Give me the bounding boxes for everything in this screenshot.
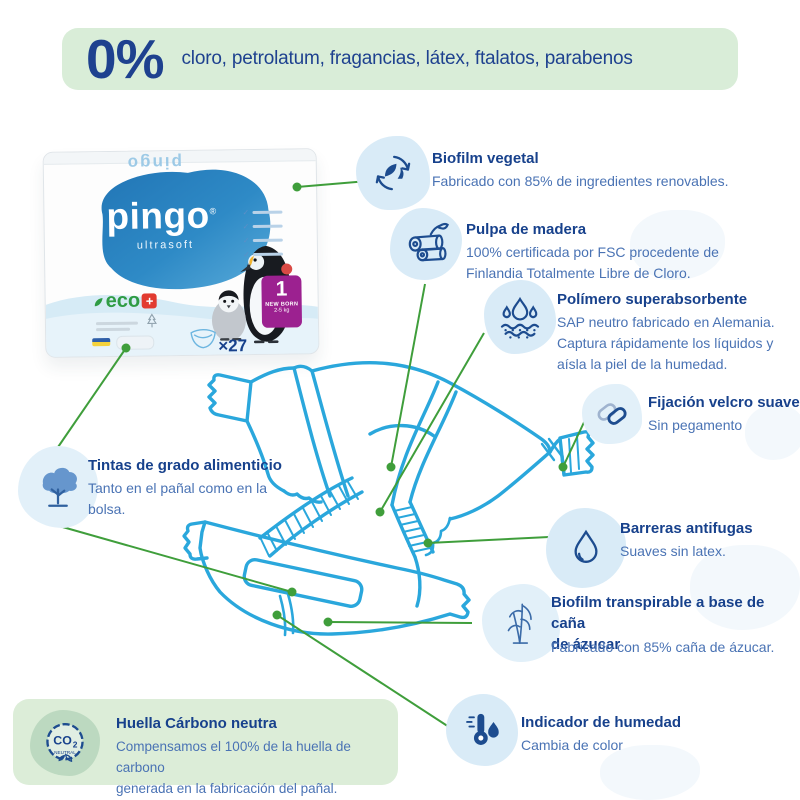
callout-blob-fijacion	[582, 384, 642, 444]
chain-link-icon	[597, 403, 627, 425]
brand-trademark: ®	[209, 206, 217, 217]
co2-neutral-icon: CO 2 NEUTRAL	[46, 722, 84, 763]
zero-percent-value: 0%	[86, 28, 164, 90]
check-icon: ✓	[242, 250, 250, 260]
cert-text-bar	[96, 327, 131, 332]
callout-blob-biofilm-vegetal	[356, 136, 430, 210]
size-number: 1	[275, 277, 288, 301]
callout-title-biofilm-transpirable: Biofilm transpirable a base de caña de á…	[551, 594, 765, 653]
size-weight: 2-5 kg	[274, 307, 290, 314]
callout-blob-indicador	[446, 694, 518, 766]
watercolor-spot	[630, 210, 725, 280]
callout-blob-huella: CO 2 NEUTRAL	[30, 710, 100, 776]
callout-title-biofilm-vegetal: Biofilm vegetal	[432, 150, 539, 167]
co2-neutral-label: NEUTRAL	[54, 750, 76, 755]
carbon-neutral-box: CO 2 NEUTRAL Huella Cárbono neutra Compe…	[13, 699, 398, 796]
logo-blob	[101, 169, 271, 290]
co2-subscript: 2	[73, 740, 78, 750]
tree-icon	[42, 467, 77, 507]
size-badge: 1 NEW BORN 2-5 kg	[261, 275, 303, 328]
brand-logo: pingo®	[106, 194, 217, 238]
eu-label-icon	[92, 337, 111, 347]
callout-body-huella: Compensamos el 100% de la huella de carb…	[116, 739, 351, 796]
callout-title-tintas: Tintas de grado alimenticio	[88, 457, 282, 474]
callout-body-biofilm-vegetal: Fabricado con 85% de ingredientes renova…	[432, 173, 729, 189]
product-package: pingo pingo® ultrasoft	[42, 148, 322, 362]
callout-blob-biofilm-transpirable	[482, 584, 560, 662]
callout-body-polimero: SAP neutro fabricado en Alemania. Captur…	[557, 314, 775, 372]
check-icon: ✓	[242, 208, 250, 218]
check-icon: ✓	[242, 236, 250, 246]
watercolor-spot	[745, 405, 800, 460]
callout-blob-tintas	[18, 446, 98, 528]
callout-body-tintas: Tanto en el pañal como en la bolsa.	[88, 480, 268, 517]
callout-title-huella: Huella Cárbono neutra	[116, 715, 277, 732]
watercolor-spot	[690, 545, 800, 630]
sugarcane-icon	[507, 603, 532, 644]
callout-title-barreras: Barreras antifugas	[620, 520, 753, 537]
callout-body-barreras: Suaves sin latex.	[620, 543, 726, 559]
eco-plus-cross: +	[142, 293, 158, 309]
wood-logs-icon	[408, 222, 449, 262]
callout-body-biofilm-transpirable: Fabricado con 85% caña de ázucar.	[551, 639, 775, 655]
callout-blob-barreras	[546, 508, 626, 588]
cert-text-bar	[95, 321, 138, 326]
check-icon: ✓	[242, 222, 250, 232]
thermometer-drop-icon	[466, 713, 499, 745]
leaf-icon	[94, 297, 103, 306]
zero-percent-banner: 0% cloro, petrolatum, fragancias, látex,…	[62, 28, 738, 90]
watercolor-spot	[600, 745, 700, 800]
fsc-tree-icon	[146, 313, 157, 328]
subbrand-text: ultrasoft	[136, 238, 195, 252]
claim-text-bar	[252, 210, 283, 214]
claim-text-bar	[252, 238, 283, 242]
zero-percent-text: cloro, petrolatum, fragancias, látex, ft…	[181, 48, 633, 69]
callout-body-fijacion: Sin pegamento	[648, 417, 743, 433]
callout-blob-pulpa-madera	[390, 208, 462, 280]
red-seal-icon	[281, 263, 293, 275]
callout-title-pulpa-madera: Pulpa de madera	[466, 221, 587, 238]
callout-title-fijacion: Fijación velcro suave	[648, 394, 800, 411]
absorbent-drops-icon	[500, 296, 540, 339]
myclimate-logo	[116, 335, 155, 350]
callout-blob-polimero	[484, 280, 556, 354]
callout-title-polimero: Polímero superabsorbente	[557, 291, 748, 308]
co2-text: CO	[53, 733, 72, 747]
brand-text: pingo	[106, 194, 210, 238]
water-drop-icon	[574, 529, 598, 563]
callout-body-pulpa-madera: 100% certificada por FSC procedente de F…	[466, 244, 719, 281]
callout-body-indicador: Cambia de color	[521, 737, 623, 753]
leaf-recycle-icon	[375, 155, 411, 191]
claim-text-bar	[252, 224, 283, 228]
claim-text-bar	[253, 252, 284, 256]
diaper-bag: pingo pingo® ultrasoft	[42, 148, 320, 358]
callout-title-indicador: Indicador de humedad	[521, 714, 682, 731]
eco-text: eco	[105, 289, 141, 313]
left-ruffle-hatch	[259, 481, 359, 557]
right-ruffle-hatch	[393, 506, 431, 553]
mini-diaper-sketch	[190, 328, 216, 349]
eco-plus-logo: eco +	[94, 289, 158, 313]
